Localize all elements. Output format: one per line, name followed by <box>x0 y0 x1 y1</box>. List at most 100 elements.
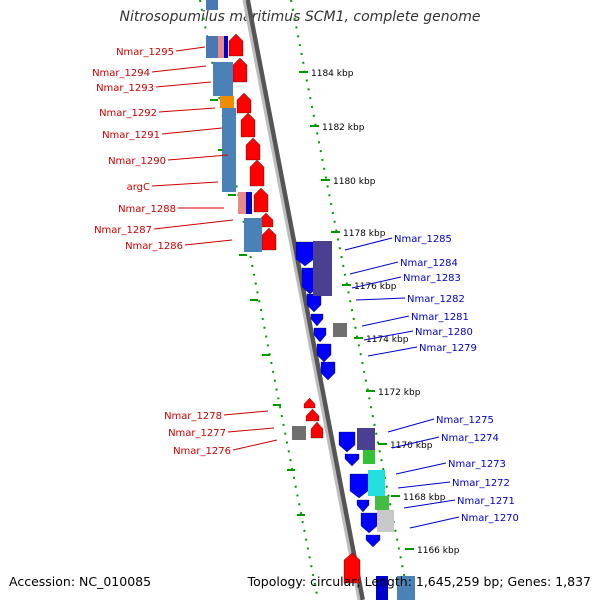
ruler-label: 1184 kbp <box>311 69 354 79</box>
forward-label-leader <box>151 65 207 73</box>
reverse-gene-label: Nmar_1281 <box>411 312 469 323</box>
forward-label-leader <box>175 46 206 52</box>
forward-gene-label: Nmar_1287 <box>94 225 152 236</box>
domain-block <box>220 96 234 108</box>
forward-gene-arrow <box>310 421 324 439</box>
genome-summary-text: Topology: circular; Length: 1,645,259 bp… <box>247 574 591 589</box>
reverse-gene-label: Nmar_1270 <box>461 513 519 524</box>
ruler-label: 1182 kbp <box>322 123 365 133</box>
domain-block <box>238 192 246 214</box>
reverse-gene-label: Nmar_1271 <box>457 496 515 507</box>
reverse-gene-label: Nmar_1280 <box>415 327 473 338</box>
reverse-gene-label: Nmar_1275 <box>436 415 494 426</box>
reverse-gene-arrow <box>313 327 327 343</box>
reverse-label-leader <box>351 276 402 289</box>
domain-block <box>397 576 415 600</box>
forward-gene-label: Nmar_1294 <box>92 68 150 79</box>
backbone-group <box>242 0 365 600</box>
forward-gene-label: Nmar_1292 <box>99 108 157 119</box>
map-title: Nitrosopumilus maritimus SCM1, complete … <box>119 9 481 25</box>
backbone-line-shadow <box>244 0 365 600</box>
reverse-label-leader <box>391 436 440 449</box>
forward-gene-arrow <box>236 92 252 114</box>
forward-label-leader <box>184 239 233 246</box>
forward-gene-arrow <box>303 397 316 409</box>
reverse-gene-arrow <box>316 343 332 363</box>
label-group: Nmar_1295 Nmar_1294 Nmar_1293 Nmar_1292 Nmar… <box>92 46 519 529</box>
domain-block <box>375 496 389 510</box>
reverse-label-leader <box>367 346 418 357</box>
forward-gene-label: Nmar_1277 <box>168 428 226 439</box>
forward-gene-label: argC <box>127 182 150 193</box>
forward-label-leader <box>155 81 212 88</box>
reverse-gene-label: Nmar_1272 <box>452 478 510 489</box>
accession-text: Accession: NC_010085 <box>9 574 152 589</box>
reverse-gene-label: Nmar_1279 <box>419 343 477 354</box>
reverse-label-leader <box>409 516 460 529</box>
reverse-label-leader <box>361 315 410 327</box>
forward-gene-arrow <box>253 187 269 213</box>
reverse-gene-label: Nmar_1282 <box>407 294 465 305</box>
reverse-gene-arrow <box>295 241 315 267</box>
domain-block <box>333 323 347 337</box>
ruler-label: 1176 kbp <box>354 282 397 292</box>
forward-gene-label: Nmar_1293 <box>96 83 154 94</box>
ruler-label: 1172 kbp <box>378 388 421 398</box>
reverse-label-leader <box>344 237 393 251</box>
reverse-gene-arrow <box>360 512 378 534</box>
domain-block <box>218 36 224 58</box>
reverse-gene-label: Nmar_1285 <box>394 234 452 245</box>
forward-gene-arrow <box>228 33 244 57</box>
forward-gene-label: Nmar_1291 <box>102 130 160 141</box>
backbone-line <box>242 0 361 600</box>
forward-gene-label: Nmar_1286 <box>125 241 183 252</box>
reverse-gene-arrow <box>320 361 336 381</box>
forward-gene-arrow <box>249 159 265 187</box>
forward-label-leader <box>161 127 223 135</box>
reverse-gene-arrow <box>344 453 360 467</box>
forward-label-leader <box>223 410 269 416</box>
domain-block <box>246 192 252 214</box>
forward-gene-label: Nmar_1278 <box>164 411 222 422</box>
domain-block <box>244 218 262 252</box>
ruler-label: 1168 kbp <box>403 493 446 503</box>
domain-block <box>292 426 306 440</box>
ruler-label: 1166 kbp <box>417 546 460 556</box>
ruler-label: 1180 kbp <box>333 177 376 187</box>
reverse-gene-label: Nmar_1284 <box>400 258 458 269</box>
ruler-label: 1178 kbp <box>343 229 386 239</box>
forward-gene-arrow <box>232 57 248 83</box>
forward-gene-arrow <box>343 552 361 584</box>
forward-label-leader <box>227 427 275 433</box>
reverse-gene-arrow <box>338 431 356 453</box>
reverse-gene-arrow <box>365 534 381 548</box>
forward-gene-arrow <box>240 112 256 138</box>
forward-label-leader <box>167 154 229 161</box>
forward-label-leader <box>151 181 219 187</box>
forward-gene-label: Nmar_1295 <box>116 47 174 58</box>
domain-block <box>376 576 388 600</box>
domain-block <box>213 62 233 96</box>
forward-label-leader <box>153 219 234 230</box>
domain-block <box>206 36 218 58</box>
domain-block <box>224 36 228 58</box>
reverse-label-leader <box>403 499 456 509</box>
domain-block <box>313 241 332 296</box>
domain-block <box>206 0 218 10</box>
forward-label-leader <box>158 107 216 113</box>
forward-gene-arrow <box>261 227 277 251</box>
forward-gene-arrow <box>245 137 261 161</box>
forward-gene-label: Nmar_1288 <box>118 204 176 215</box>
domain-block <box>368 470 385 496</box>
forward-gene-label: Nmar_1290 <box>108 156 166 167</box>
reverse-gene-arrow <box>356 499 370 513</box>
forward-gene-arrow <box>305 408 320 422</box>
reverse-label-leader <box>363 330 414 341</box>
domain-block <box>363 450 375 464</box>
reverse-label-leader <box>397 481 451 489</box>
reverse-gene-label: Nmar_1273 <box>448 459 506 470</box>
reverse-gene-arrow <box>349 473 369 499</box>
reverse-label-leader <box>395 462 447 475</box>
ruler-label: 1170 kbp <box>390 441 433 451</box>
